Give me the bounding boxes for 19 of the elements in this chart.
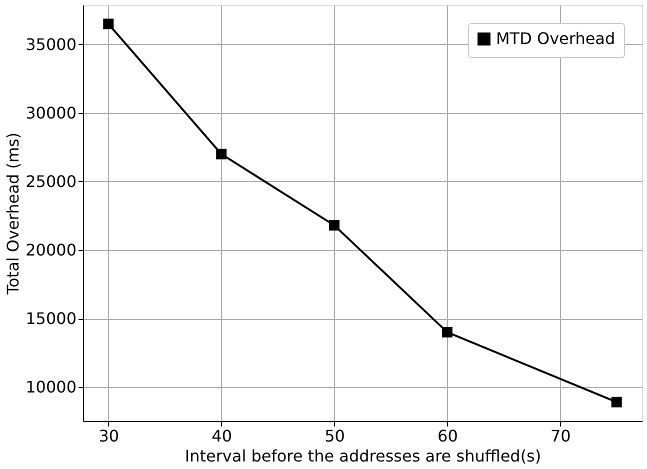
y-tick-label: 10000 [26, 378, 76, 397]
y-tick-label: 20000 [26, 240, 76, 260]
y-tick-label: 30000 [26, 103, 76, 122]
x-tick-label: 60 [438, 426, 458, 446]
point [442, 326, 452, 338]
point [103, 18, 114, 30]
x-tick-label: 70 [550, 426, 571, 446]
point [329, 220, 340, 231]
legend-label: MTD Overhead [496, 29, 616, 48]
point [216, 148, 227, 160]
y-tick-label: 15000 [26, 309, 76, 328]
y-tick-label: 35000 [26, 34, 76, 54]
y-axis-title: Total Overhead (ms) [4, 132, 23, 296]
x-tick-label: 50 [324, 426, 345, 446]
x-tick-label: 40 [212, 426, 232, 446]
point [611, 396, 622, 408]
y-tick-label: 25000 [26, 172, 76, 191]
x-tick-label: 30 [98, 426, 120, 446]
x-axis-title: Interval before the addresses are shuffled(s) [184, 446, 542, 466]
